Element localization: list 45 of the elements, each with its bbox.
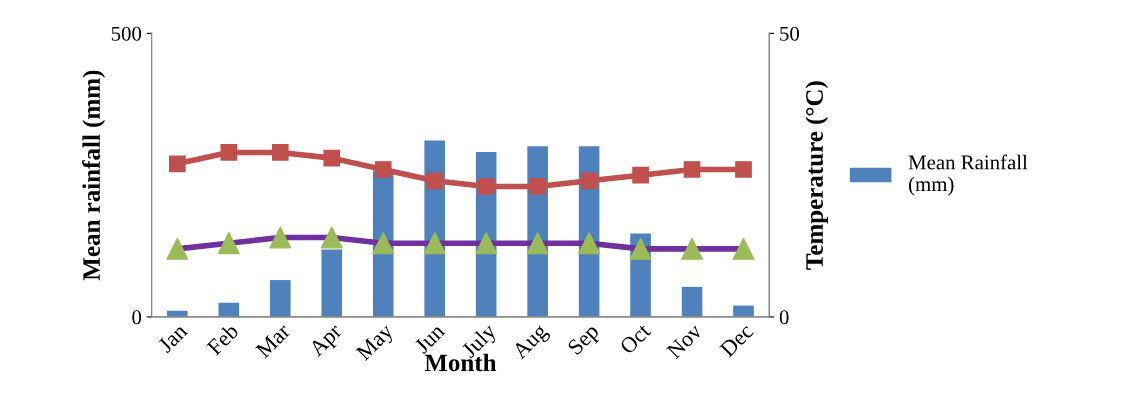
- x-tick-label: Sep: [567, 322, 603, 359]
- y2-tick-label: 50: [780, 26, 800, 41]
- point: [374, 161, 392, 178]
- point: [632, 166, 649, 184]
- y-tick-label: 500: [111, 26, 142, 41]
- point: [426, 172, 444, 190]
- x-tick-label: Apr: [308, 322, 346, 361]
- x-tick-label: May: [355, 322, 398, 365]
- point: [578, 232, 601, 255]
- x-tick-label: Nov: [666, 322, 704, 360]
- legend-label: Mean Rainfall (mm): [908, 154, 1028, 196]
- point: [320, 226, 343, 249]
- point: [629, 237, 652, 260]
- x-tick-label: Jun: [413, 322, 446, 355]
- x-tick-label: Mar: [255, 322, 292, 359]
- point: [169, 155, 186, 173]
- point: [220, 144, 238, 161]
- point: [477, 178, 495, 195]
- y-axis-title: Mean rainfall (mm): [82, 70, 106, 281]
- point: [732, 237, 755, 260]
- point: [372, 232, 395, 255]
- point: [269, 226, 292, 249]
- bar: [321, 249, 343, 317]
- point: [166, 237, 189, 260]
- x-tick-label: Aug: [511, 322, 552, 363]
- point: [271, 144, 289, 161]
- bar: [681, 286, 703, 317]
- point: [423, 232, 446, 255]
- bar: [733, 305, 754, 317]
- point: [217, 232, 240, 255]
- point: [526, 232, 549, 255]
- x-tick-label: Jan: [157, 322, 189, 354]
- y2-axis-title: Temperature (°C): [805, 81, 829, 270]
- point: [681, 237, 704, 260]
- bar: [269, 280, 291, 317]
- y2-tick-label: 0: [779, 310, 789, 325]
- x-tick-label: Feb: [205, 322, 240, 356]
- point: [475, 232, 498, 255]
- point: [683, 161, 701, 178]
- point: [735, 161, 752, 178]
- point: [323, 149, 341, 167]
- point: [580, 172, 598, 190]
- x-tick-label: Oct: [619, 322, 652, 355]
- x-tick-label: Dec: [719, 322, 755, 358]
- point: [529, 178, 546, 195]
